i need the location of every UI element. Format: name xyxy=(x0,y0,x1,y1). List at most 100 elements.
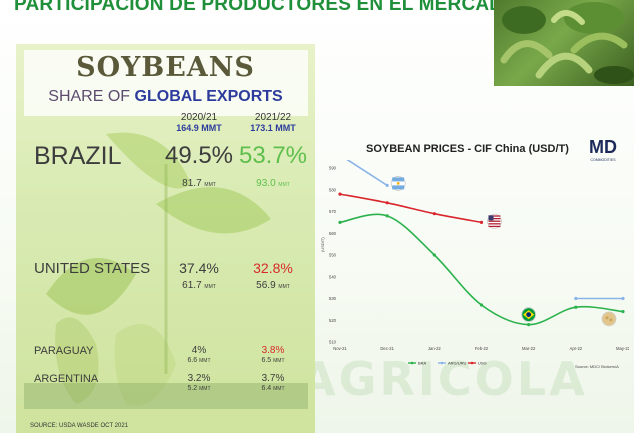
soybean-icon xyxy=(601,311,617,327)
brazil-share-2020: 49.5% xyxy=(164,142,234,169)
col1-total: 164.9 MMT xyxy=(176,123,222,133)
country-united-states: UNITED STATES xyxy=(34,260,151,277)
point-arg-uru xyxy=(574,296,578,301)
chart-title: SOYBEAN PRICES - CIF China (USD/T) xyxy=(366,143,569,155)
paraguay-volume-2021: 6.5 MMT xyxy=(261,357,285,364)
legend-label: BRA xyxy=(418,360,427,365)
legend-dot xyxy=(410,361,414,365)
brazil-volume-2021: 93.0 MMT xyxy=(256,178,290,189)
point-bra xyxy=(338,220,342,224)
paraguay-volume-2020: 6.6 MMT xyxy=(187,357,211,364)
soybean-price-chart: 510 520 530 540 550 560 570 580 590 Nov-21 Dec-21… xyxy=(320,160,629,365)
point-bra xyxy=(527,323,531,327)
infographic-subtitle: SHARE OF GLOBAL EXPORTS xyxy=(16,88,315,106)
paraguay-share-2020: 4% xyxy=(191,345,207,356)
flag-stripe xyxy=(488,225,501,228)
y-tick-label: 590 xyxy=(329,166,337,171)
flag-stripe xyxy=(488,215,501,217)
us-share-2020: 37.4% xyxy=(179,260,219,276)
x-tick-label: Jan-22 xyxy=(428,346,441,351)
legend-dot xyxy=(470,361,474,365)
paraguay-share-2021: 3.8% xyxy=(261,345,285,356)
y-axis: 510 520 530 540 550 560 570 580 590 xyxy=(329,166,337,345)
chart-legend: BRA ARG/URU USG xyxy=(408,360,487,365)
bean-pile xyxy=(602,312,616,326)
point-arg-uru xyxy=(621,296,625,301)
subtitle-emphasis: GLOBAL EXPORTS xyxy=(134,88,283,105)
point-usg xyxy=(432,212,436,216)
bean xyxy=(605,316,609,320)
infographic-title: SOYBEANS xyxy=(76,52,255,83)
y-axis-label: (USD/T) xyxy=(320,237,325,252)
legend-label: ARG/URU xyxy=(448,360,467,365)
flag-stripe xyxy=(488,217,501,220)
title-card xyxy=(24,50,308,116)
x-tick-label: Mar-22 xyxy=(522,346,536,351)
us-share-2021: 32.8% xyxy=(253,260,293,276)
us-volume-2020: 61.7 MMT xyxy=(182,280,216,291)
argentina-share-2020: 3.2% xyxy=(187,373,211,384)
md-commodities-logo: MD COMMODITIES xyxy=(589,137,617,162)
usa-flag-icon xyxy=(487,214,502,229)
country-paraguay: PARAGUAY xyxy=(34,345,94,357)
series-line-bra xyxy=(339,213,624,326)
point-arg-uru xyxy=(385,183,389,187)
series-layer xyxy=(338,160,625,327)
country-brazil: BRAZIL xyxy=(34,142,122,170)
y-tick-label: 540 xyxy=(329,274,337,279)
flag-sun xyxy=(396,182,400,185)
argentina-band xyxy=(24,383,308,409)
infographic-source: SOURCE: USDA WASDE OCT 2021 xyxy=(30,423,129,429)
flag-stripe xyxy=(488,220,501,222)
brazil-share-2021: 53.7% xyxy=(238,142,308,169)
x-tick-label: Apr-22 xyxy=(570,346,583,351)
flag-globe xyxy=(526,312,532,317)
argentina-share-2021: 3.7% xyxy=(261,373,285,384)
flag-canton xyxy=(488,215,494,221)
y-tick-label: 570 xyxy=(329,209,337,214)
legend-label: USG xyxy=(478,360,487,365)
watermark-text: AGRICOLA xyxy=(300,352,588,406)
y-tick-label: 550 xyxy=(329,253,337,258)
logo-subtext: COMMODITIES xyxy=(590,158,616,162)
col1-year: 2020/21 xyxy=(180,112,218,123)
brazil-volume-2020: 81.7 MMT xyxy=(182,178,216,189)
y-tick-label: 530 xyxy=(329,296,337,301)
soybean-export-infographic: SOYBEANS SHARE OF GLOBAL EXPORTS 2020/21… xyxy=(16,44,315,433)
point-usg xyxy=(338,192,342,196)
point-usg xyxy=(479,220,484,224)
point-bra xyxy=(621,309,625,314)
series-line-usg xyxy=(339,193,482,224)
flag-stripe xyxy=(488,223,501,225)
x-tick-label: May-22 xyxy=(616,346,629,351)
us-volume-2021: 56.9 MMT xyxy=(256,280,290,291)
brazil-flag-icon xyxy=(521,307,536,322)
y-tick-label: 510 xyxy=(329,340,337,345)
logo-letters: MD xyxy=(589,137,617,157)
col2-total: 173.1 MMT xyxy=(250,123,296,133)
col2-year: 2021/22 xyxy=(254,112,292,123)
country-argentina: ARGENTINA xyxy=(34,373,99,385)
y-tick-label: 520 xyxy=(329,318,337,323)
legend-dot xyxy=(440,361,444,365)
chart-source: Source: MDC/ Brokers/A xyxy=(575,364,619,369)
y-tick-label: 580 xyxy=(329,187,337,192)
point-usg xyxy=(385,201,389,205)
bean xyxy=(609,318,613,322)
x-tick-label: Dec-21 xyxy=(380,346,394,351)
point-bra xyxy=(574,305,578,309)
argentina-volume-2020: 5.2 MMT xyxy=(187,385,211,392)
point-bra xyxy=(432,253,436,257)
point-bra xyxy=(385,214,389,218)
y-tick-label: 560 xyxy=(329,231,337,236)
subtitle-prefix: SHARE OF xyxy=(48,88,131,105)
x-axis: Nov-21 Dec-21 Jan-22 Feb-22 Mar-22 Apr-22 May-… xyxy=(333,346,629,351)
leaf-background xyxy=(46,132,271,406)
argentina-flag-icon xyxy=(390,176,406,191)
soybean-photo xyxy=(494,0,634,86)
series-line-arg-uru xyxy=(346,160,388,187)
point-bra xyxy=(479,303,484,307)
flag-stripe xyxy=(392,177,405,182)
flag-stripe xyxy=(392,185,405,190)
x-tick-label: Feb-22 xyxy=(475,346,489,351)
